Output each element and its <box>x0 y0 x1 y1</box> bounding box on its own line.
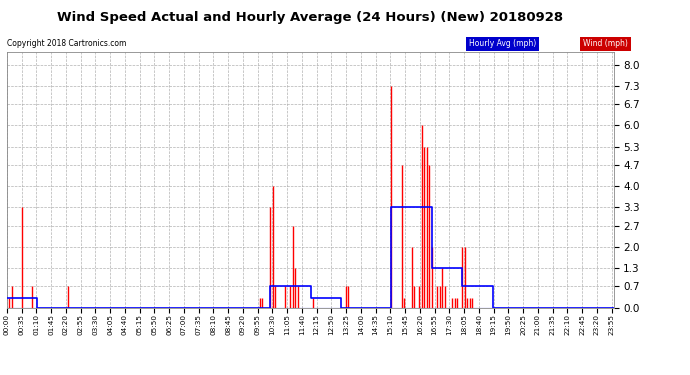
Text: Hourly Avg (mph): Hourly Avg (mph) <box>469 39 536 48</box>
Text: Wind (mph): Wind (mph) <box>583 39 628 48</box>
Text: Wind Speed Actual and Hourly Average (24 Hours) (New) 20180928: Wind Speed Actual and Hourly Average (24… <box>57 11 564 24</box>
Text: Copyright 2018 Cartronics.com: Copyright 2018 Cartronics.com <box>7 39 126 48</box>
